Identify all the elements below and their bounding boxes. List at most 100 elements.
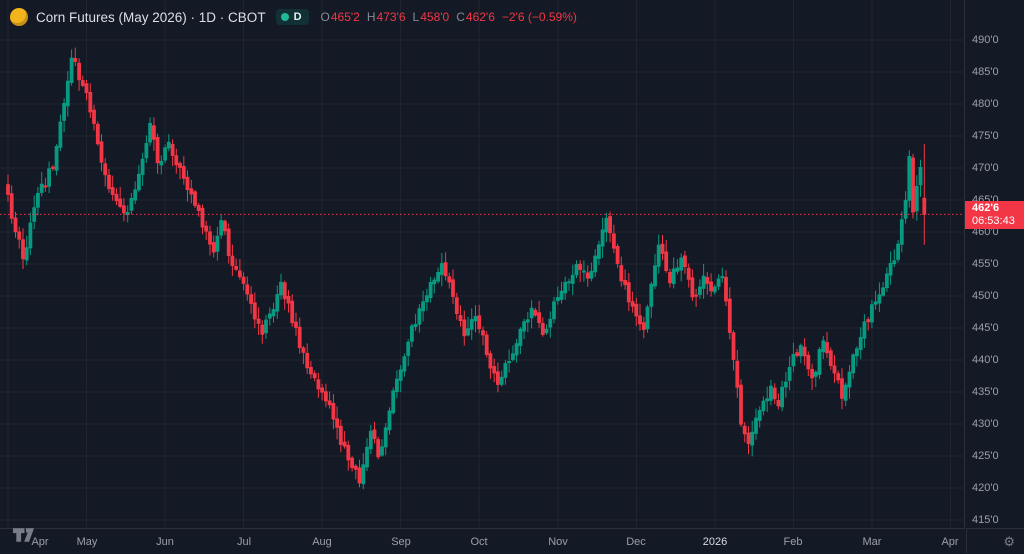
candle	[705, 272, 710, 295]
delayed-dot-icon	[280, 13, 289, 21]
candle	[892, 249, 897, 268]
candle	[574, 260, 579, 279]
candle	[290, 294, 295, 327]
candle	[615, 243, 620, 268]
time-tick-label: 2026	[702, 536, 728, 548]
candle	[458, 305, 463, 327]
change-value: −2'6 (−0.59%)	[501, 10, 577, 24]
candle	[683, 250, 687, 274]
time-tick-label: Sep	[391, 536, 411, 548]
candle	[47, 161, 52, 194]
candle	[249, 286, 253, 314]
candle	[439, 253, 444, 287]
candle	[327, 391, 332, 409]
settings-gear-icon[interactable]: ⚙	[1003, 533, 1015, 549]
candle	[600, 217, 605, 258]
candle	[357, 459, 362, 488]
candle	[245, 276, 250, 301]
price-tick-label: 440'0	[972, 354, 999, 366]
candle	[899, 211, 904, 253]
candle	[144, 135, 149, 163]
candle	[99, 134, 104, 172]
candle	[791, 342, 796, 372]
candle	[772, 383, 777, 405]
candle	[645, 304, 650, 333]
grid-layer	[0, 0, 965, 528]
candle	[698, 279, 702, 299]
delayed-data-badge[interactable]: D	[275, 9, 309, 25]
candle	[469, 308, 474, 340]
candle	[851, 353, 856, 379]
candle	[858, 327, 863, 360]
low-value: L458'0	[412, 10, 450, 24]
candle	[877, 282, 882, 313]
candle	[701, 263, 706, 299]
candle	[656, 234, 661, 274]
axis-corner: ⚙	[966, 528, 1024, 553]
tradingview-logo-icon[interactable]	[12, 527, 35, 548]
symbol-title[interactable]: Corn Futures (May 2026) · 1D · CBOT	[36, 9, 266, 25]
candle	[256, 307, 261, 335]
candle	[353, 464, 358, 480]
price-tick-label: 485'0	[972, 66, 999, 78]
candles-down-layer	[6, 47, 927, 488]
candle	[787, 356, 792, 391]
candle	[365, 438, 369, 471]
price-tick-label: 475'0	[972, 130, 999, 142]
candle	[21, 228, 25, 269]
candle	[694, 288, 699, 307]
last-price-value: 462'6	[972, 202, 1000, 214]
candle	[903, 191, 908, 224]
candle	[428, 276, 433, 303]
candle	[219, 214, 224, 239]
time-axis[interactable]: Apr May Jun Jul Aug Sep Oct Nov Dec 2026 Feb Mar Apr	[0, 528, 965, 554]
candle	[559, 281, 564, 304]
candle	[888, 251, 893, 285]
candle	[843, 382, 848, 406]
candle	[780, 380, 785, 412]
candle	[252, 292, 257, 329]
candle	[223, 219, 227, 236]
time-tick-label: Apr	[941, 536, 959, 548]
price-tick-label: 415'0	[972, 514, 999, 526]
candle	[140, 152, 145, 186]
chart-plot-area[interactable]	[0, 0, 965, 528]
ohlc-values: O465'2 H473'6 L458'0 C462'6 −2'6 (−0.59%…	[321, 10, 577, 24]
candle	[152, 117, 156, 151]
candle	[9, 185, 14, 224]
candle	[593, 249, 598, 277]
candle	[608, 211, 613, 243]
candle	[821, 335, 826, 360]
candle	[282, 280, 287, 310]
candle	[589, 262, 594, 282]
candle	[406, 339, 411, 366]
candle	[432, 276, 437, 294]
candle	[166, 134, 171, 152]
candle	[297, 317, 302, 354]
candle	[836, 370, 841, 384]
high-value: H473'6	[366, 10, 406, 24]
candle	[817, 347, 822, 379]
candle	[918, 159, 923, 197]
candle	[185, 170, 190, 202]
candle	[765, 386, 770, 412]
price-axis[interactable]: 462'6 06:53:43 490'0 485'0 480'0 475'0 470'0…	[964, 0, 1024, 528]
candlestick-chart[interactable]	[0, 0, 965, 528]
candle	[832, 355, 837, 383]
candle	[626, 273, 631, 311]
candle	[80, 75, 85, 88]
candle	[77, 58, 81, 91]
price-tick-label: 430'0	[972, 418, 999, 430]
candle	[451, 269, 455, 304]
candle	[92, 104, 96, 131]
candle	[462, 310, 467, 346]
candle	[395, 370, 399, 398]
candle	[211, 235, 216, 258]
candle	[421, 290, 426, 322]
candle	[679, 253, 684, 282]
candle	[39, 171, 44, 197]
candle	[54, 144, 59, 176]
candle	[742, 422, 747, 443]
candle	[511, 345, 515, 362]
candle	[529, 300, 534, 329]
